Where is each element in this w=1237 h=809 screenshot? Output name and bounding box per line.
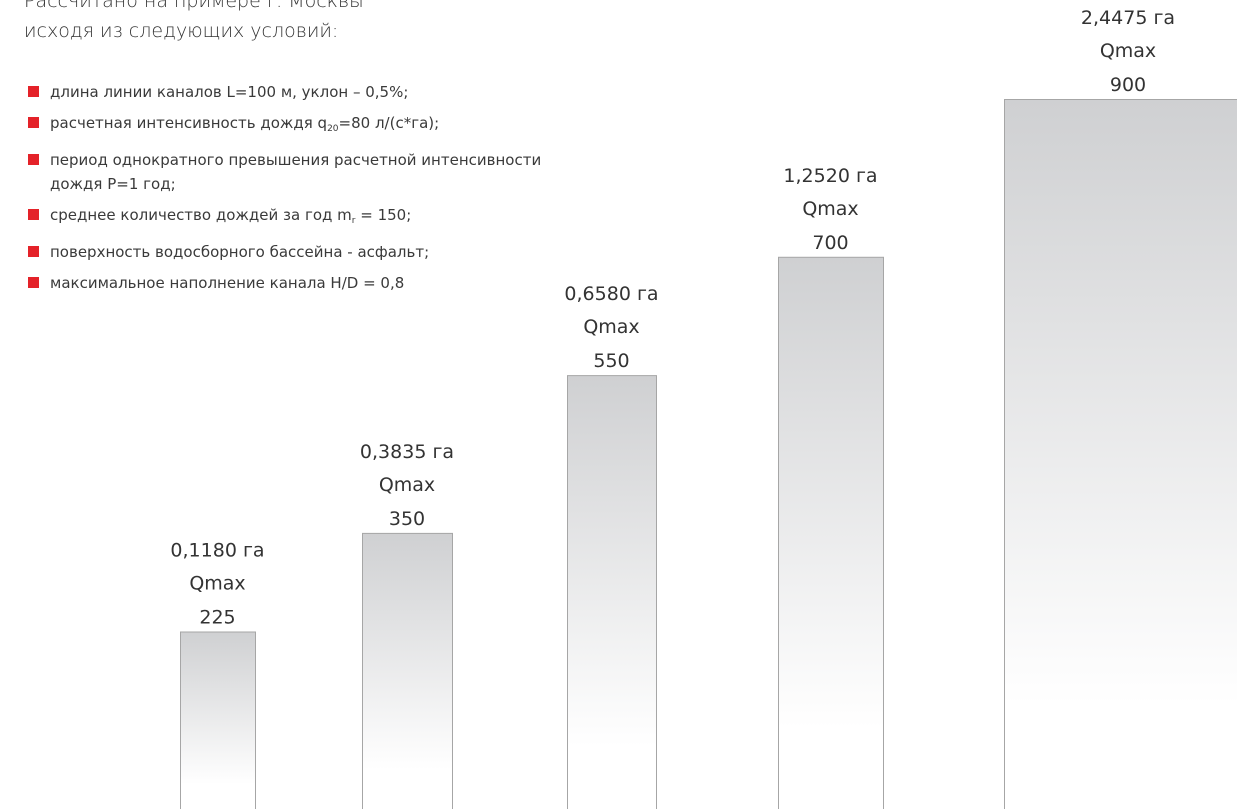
square-bullet-icon xyxy=(28,86,39,97)
bar xyxy=(180,631,256,809)
conditions-list: длина линии каналов L=100 м, уклон – 0,5… xyxy=(28,80,541,302)
bar xyxy=(567,375,657,809)
bar xyxy=(362,532,453,809)
bar-category-label: 0,3835 га xyxy=(360,441,454,463)
intro-line-1: Рассчитано на примере г. Москвы xyxy=(24,0,364,12)
intro-line-2: исходя из следующих условий: xyxy=(24,20,339,42)
condition-item: расчетная интенсивность дождя q20=80 л/(… xyxy=(28,111,541,141)
square-bullet-icon xyxy=(28,246,39,257)
condition-subscript: 20 xyxy=(327,124,339,134)
condition-text: максимальное наполнение канала H/D = 0,8 xyxy=(50,274,405,292)
square-bullet-icon xyxy=(28,277,39,288)
bar xyxy=(778,256,884,809)
bar-value-prefix-label: Qmax xyxy=(583,316,639,338)
condition-text-line-2: дождя P=1 год; xyxy=(50,175,176,193)
condition-text-tail: = 150; xyxy=(355,206,412,224)
condition-text: период однократного превышения расчетной… xyxy=(50,151,542,169)
bar-value-prefix-label: Qmax xyxy=(1100,40,1156,62)
bar-category-label: 2,4475 га xyxy=(1081,7,1175,29)
bar-value-label: 550 xyxy=(593,350,629,372)
square-bullet-icon xyxy=(28,117,39,128)
condition-text: поверхность водосборного бассейна - асфа… xyxy=(50,243,430,261)
condition-item: длина линии каналов L=100 м, уклон – 0,5… xyxy=(28,80,541,104)
bar-category-label: 0,1180 га xyxy=(170,540,264,562)
bar-value-label: 700 xyxy=(812,232,848,254)
intro-text: Рассчитано на примере г. Москвы исходя и… xyxy=(24,0,364,46)
bar xyxy=(1004,99,1237,809)
bar-value-prefix-label: Qmax xyxy=(802,198,858,220)
condition-text: расчетная интенсивность дождя q xyxy=(50,114,328,132)
bar-category-label: 0,6580 га xyxy=(564,283,658,305)
bar-value-prefix-label: Qmax xyxy=(379,474,435,496)
condition-item: поверхность водосборного бассейна - асфа… xyxy=(28,240,541,264)
condition-item: максимальное наполнение канала H/D = 0,8 xyxy=(28,271,541,295)
square-bullet-icon xyxy=(28,154,39,165)
condition-text: длина линии каналов L=100 м, уклон – 0,5… xyxy=(50,83,409,101)
bar-value-label: 225 xyxy=(199,607,235,629)
bar-category-label: 1,2520 га xyxy=(783,165,877,187)
bar-value-prefix-label: Qmax xyxy=(189,573,245,595)
condition-subscript: r xyxy=(351,216,356,226)
condition-text: среднее количество дождей за год m xyxy=(50,206,352,224)
condition-item: период однократного превышения расчетной… xyxy=(28,148,541,196)
bar-value-label: 350 xyxy=(389,508,425,530)
bar-value-label: 900 xyxy=(1110,74,1146,96)
bars-group: 0,1180 га Qmax 225 0,3835 га Qmax 350 0,6580 г… xyxy=(170,7,1237,809)
condition-text-tail: =80 л/(с*га); xyxy=(338,114,440,132)
condition-item: среднее количество дождей за год mr = 15… xyxy=(28,203,541,233)
square-bullet-icon xyxy=(28,209,39,220)
